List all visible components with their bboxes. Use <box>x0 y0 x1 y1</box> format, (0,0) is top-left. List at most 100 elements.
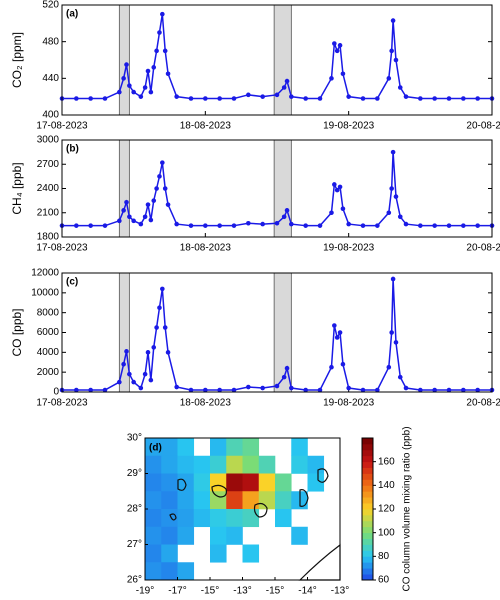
map-cell <box>275 473 292 492</box>
y-tick-label: 400 <box>42 110 59 121</box>
data-point <box>148 377 154 383</box>
y-tick-label: 28° <box>127 504 142 515</box>
data-point <box>260 94 265 99</box>
data-point <box>127 83 132 88</box>
data-point <box>148 217 154 223</box>
data-point <box>375 223 380 228</box>
data-point <box>138 94 144 99</box>
data-point <box>375 96 380 101</box>
data-point <box>337 43 343 48</box>
data-point <box>461 96 466 101</box>
map-cell <box>258 491 276 510</box>
data-point <box>337 330 343 335</box>
map-cell <box>210 526 227 545</box>
x-tick-label: 19-08-2023 <box>323 243 375 254</box>
colorbar-step <box>362 449 373 457</box>
data-point <box>386 76 392 81</box>
data-point <box>389 186 394 191</box>
map-cell <box>161 473 178 492</box>
data-point <box>174 221 179 227</box>
data-point <box>74 387 79 393</box>
shaded-period <box>118 4 130 116</box>
map-cell <box>161 526 178 545</box>
data-point <box>102 223 108 228</box>
data-point <box>340 71 346 77</box>
colorbar-step <box>362 473 373 480</box>
map-cell <box>145 509 162 528</box>
data-point <box>117 379 122 385</box>
data-point <box>332 182 337 187</box>
y-tick-label: 26° <box>127 575 142 586</box>
x-tick-label: 20-08-2023 <box>466 398 500 409</box>
data-point <box>390 149 396 155</box>
x-tick-label: 17-08-2023 <box>36 398 88 409</box>
data-point <box>148 89 154 95</box>
data-point <box>203 96 208 101</box>
map-cell <box>193 509 211 528</box>
map-cell <box>226 491 243 510</box>
data-point <box>174 94 179 99</box>
map-cell <box>242 544 260 563</box>
y-tick-label: 2100 <box>37 207 60 218</box>
colorbar-step <box>362 556 373 563</box>
data-point <box>124 349 129 354</box>
data-point <box>246 92 251 98</box>
colorbar-step <box>362 532 373 539</box>
data-point <box>162 325 168 330</box>
data-point <box>74 223 79 228</box>
y-tick-label: 2400 <box>37 183 60 194</box>
map-cell <box>145 455 162 474</box>
data-point <box>260 385 265 391</box>
y-tick-label: 12000 <box>31 268 59 279</box>
data-point <box>418 96 423 101</box>
map-cell <box>161 491 178 510</box>
data-point <box>165 202 171 207</box>
series-line <box>62 278 492 391</box>
data-point <box>127 371 132 377</box>
data-point <box>154 48 159 54</box>
data-point <box>231 96 237 101</box>
data-point <box>131 89 136 95</box>
colorbar-step <box>362 503 373 510</box>
coastline <box>211 484 227 498</box>
data-point <box>418 223 423 228</box>
map-cell <box>226 509 243 528</box>
data-point <box>88 223 93 228</box>
data-point <box>340 206 346 212</box>
y-tick-label: 27° <box>127 539 142 550</box>
data-point <box>117 89 122 95</box>
data-point <box>389 330 394 335</box>
map-cell <box>226 455 243 474</box>
data-point <box>317 96 323 101</box>
data-point <box>162 48 168 54</box>
coastline <box>298 543 341 581</box>
map-cell <box>193 491 211 510</box>
coastline <box>253 502 268 518</box>
map-cell <box>275 491 292 510</box>
data-point <box>432 223 437 228</box>
data-point <box>360 96 366 101</box>
data-point <box>88 387 93 393</box>
x-tick-label: -19° <box>136 586 154 597</box>
data-point <box>303 387 308 393</box>
x-tick-label: 17-08-2023 <box>36 121 88 132</box>
data-point <box>160 286 165 292</box>
x-tick-label: -17° <box>168 586 186 597</box>
colorbar-step <box>362 520 373 528</box>
colorbar-step <box>362 461 373 468</box>
data-point <box>284 208 290 213</box>
data-point <box>386 210 392 216</box>
data-point <box>274 220 280 226</box>
y-tick-label: 480 <box>42 36 59 47</box>
y-tick-label: 29° <box>127 468 142 479</box>
map-cell <box>161 562 178 581</box>
x-tick-label: 17-08-2023 <box>36 243 88 254</box>
y-tick-label: 2000 <box>37 367 60 378</box>
data-point <box>217 96 222 101</box>
panel-label: (a) <box>66 9 78 20</box>
colorbar-step <box>362 491 373 498</box>
colorbar-tick-label: 120 <box>378 504 395 515</box>
data-point <box>390 18 396 23</box>
data-point <box>403 94 409 99</box>
